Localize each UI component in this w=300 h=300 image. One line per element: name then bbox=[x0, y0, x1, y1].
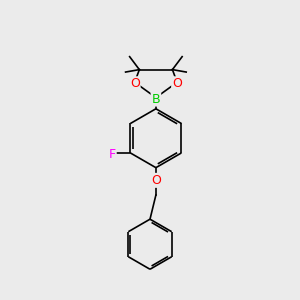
Text: F: F bbox=[109, 148, 116, 161]
Text: B: B bbox=[152, 93, 160, 106]
Text: O: O bbox=[130, 77, 140, 90]
Text: O: O bbox=[151, 174, 161, 187]
Text: O: O bbox=[172, 77, 182, 90]
